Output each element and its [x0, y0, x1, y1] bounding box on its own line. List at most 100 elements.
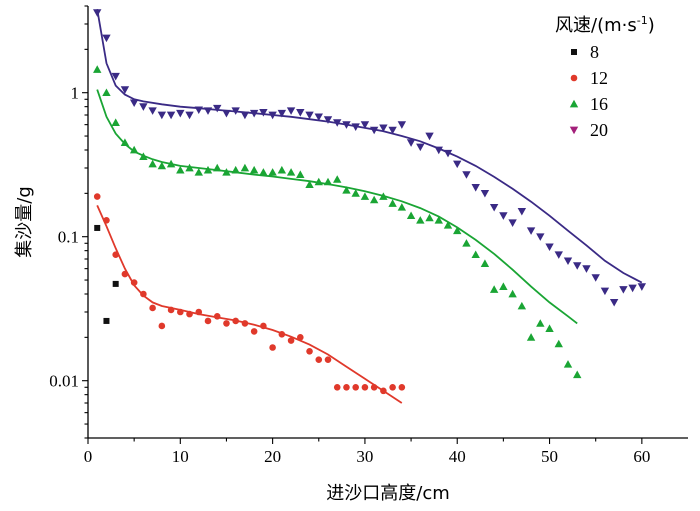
data-point — [93, 65, 102, 73]
data-point — [352, 383, 359, 391]
data-point — [240, 111, 250, 120]
data-point — [240, 163, 250, 172]
data-point — [277, 109, 287, 118]
data-point — [480, 259, 490, 267]
data-point — [554, 251, 563, 259]
data-point — [195, 308, 203, 316]
data-point — [637, 283, 647, 291]
data-point — [120, 138, 130, 146]
data-point — [186, 310, 193, 318]
data-point — [397, 203, 407, 211]
data-point — [343, 383, 350, 391]
data-point — [129, 99, 139, 108]
data-point — [167, 306, 175, 314]
data-point — [416, 216, 425, 224]
ticks: 0 10 20 30 40 50 60 0.01 0.1 1 — [49, 5, 650, 466]
data-point — [259, 109, 268, 117]
data-point — [112, 251, 119, 258]
data-point — [526, 333, 536, 341]
data-point — [157, 111, 167, 120]
legend-label-20: 20 — [590, 120, 608, 140]
data-point — [361, 383, 369, 391]
legend: 风速/(m·s-1) 8 12 16 20 — [555, 14, 655, 140]
data-point — [389, 383, 396, 391]
data-point — [305, 180, 314, 188]
data-point — [425, 132, 434, 141]
data-point — [139, 103, 148, 111]
data-point — [268, 168, 277, 176]
data-point — [443, 221, 453, 229]
legend-title-main: 风速/(m·s — [555, 15, 637, 36]
data-point — [204, 317, 212, 325]
data-point — [102, 88, 111, 97]
data-point — [406, 211, 416, 220]
data-point — [471, 250, 480, 259]
data-point — [296, 109, 305, 117]
data-point — [194, 168, 203, 176]
data-point — [333, 383, 341, 391]
legend-marker-8 — [571, 49, 577, 55]
data-point — [380, 387, 387, 395]
data-point — [508, 219, 517, 227]
data-point — [185, 163, 194, 172]
data-point — [489, 203, 499, 212]
data-point — [194, 106, 203, 115]
data-point — [536, 319, 545, 327]
data-point — [315, 356, 323, 363]
legend-label-8: 8 — [590, 42, 599, 62]
data-point — [213, 104, 222, 113]
data-point — [443, 149, 453, 158]
data-point — [277, 165, 287, 174]
data-point — [517, 301, 527, 310]
data-point — [434, 216, 443, 224]
data-point — [278, 330, 286, 338]
data-point — [249, 109, 259, 118]
y-tick-label: 0.1 — [58, 228, 79, 247]
legend-label-12: 12 — [590, 68, 608, 88]
data-point — [563, 360, 573, 368]
data-point — [232, 317, 239, 325]
data-point — [296, 170, 305, 178]
data-point — [241, 320, 249, 327]
data-point — [103, 317, 110, 324]
data-point — [250, 328, 258, 335]
data-point — [203, 165, 213, 174]
data-point — [93, 9, 102, 17]
data-point — [94, 224, 101, 231]
data-point — [425, 213, 434, 222]
data-point — [499, 212, 508, 220]
legend-title-superscript: -1 — [637, 14, 648, 27]
data-point — [351, 123, 360, 131]
data-point — [370, 383, 378, 391]
data-point — [203, 107, 213, 115]
series-12-markers — [93, 193, 406, 395]
data-point — [286, 107, 296, 115]
data-point — [545, 243, 554, 252]
data-markers — [93, 9, 647, 395]
legend-marker-20 — [569, 126, 579, 135]
data-point — [222, 168, 231, 176]
data-point — [148, 159, 157, 168]
data-point — [398, 383, 406, 391]
data-point — [526, 227, 536, 235]
data-point — [582, 265, 591, 273]
data-point — [453, 226, 462, 235]
data-point — [286, 168, 296, 176]
data-point — [231, 165, 240, 174]
data-point — [176, 165, 185, 174]
data-point — [499, 282, 508, 290]
data-point — [471, 184, 480, 192]
data-point — [609, 298, 619, 307]
data-point — [213, 163, 222, 172]
x-tick-label: 20 — [264, 447, 281, 466]
data-point — [360, 192, 370, 200]
data-point — [406, 139, 416, 147]
legend-items: 8 12 16 20 — [569, 42, 608, 140]
x-axis-title: 进沙口高度/cm — [326, 483, 450, 504]
data-point — [517, 207, 527, 216]
data-point — [139, 152, 148, 160]
data-point — [397, 121, 407, 129]
data-point — [102, 34, 111, 43]
data-point — [379, 124, 388, 133]
data-point — [249, 165, 259, 174]
